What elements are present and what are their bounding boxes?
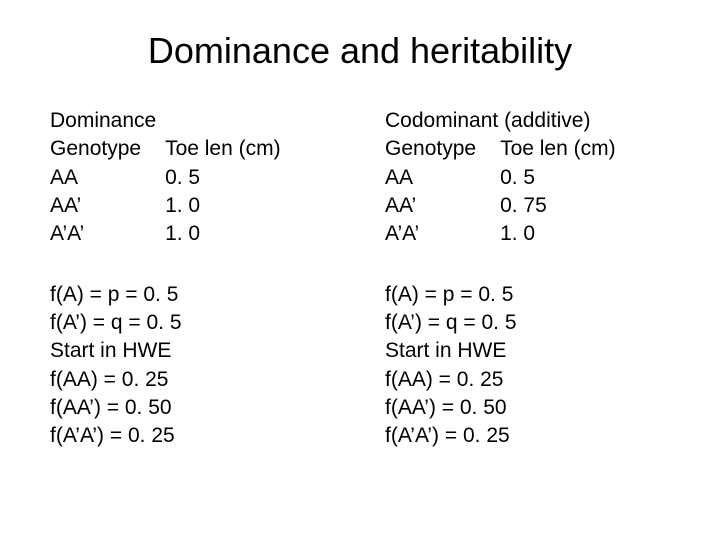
cell-genotype: AA — [385, 164, 500, 192]
cell-value: 0. 5 — [165, 164, 281, 192]
right-table-block: Codominant (additive) Genotype Toe len (… — [385, 107, 670, 249]
freq-line: f(A’A’) = 0. 25 — [385, 422, 670, 450]
table-row: AA 0. 5 — [50, 164, 281, 192]
page-title: Dominance and heritability — [50, 30, 670, 72]
freq-line: f(AA’) = 0. 50 — [50, 394, 335, 422]
freq-line: Start in HWE — [385, 337, 670, 365]
freq-line: f(A’A’) = 0. 25 — [50, 422, 335, 450]
table-header-row: Genotype Toe len (cm) — [385, 135, 616, 163]
freq-line: f(AA’) = 0. 50 — [385, 394, 670, 422]
cell-genotype: AA — [50, 164, 165, 192]
cell-value: 0. 5 — [500, 164, 616, 192]
cell-value: 0. 75 — [500, 192, 616, 220]
table-row: AA 0. 5 — [385, 164, 616, 192]
left-table-block: Dominance Genotype Toe len (cm) AA 0. 5 … — [50, 107, 335, 249]
cell-genotype: AA’ — [50, 192, 165, 220]
col-header-value: Toe len (cm) — [500, 135, 616, 163]
cell-genotype: AA’ — [385, 192, 500, 220]
cell-value: 1. 0 — [500, 220, 616, 248]
left-column: Dominance Genotype Toe len (cm) AA 0. 5 … — [50, 107, 335, 483]
left-table: Genotype Toe len (cm) AA 0. 5 AA’ 1. 0 A… — [50, 135, 281, 248]
freq-line: f(AA) = 0. 25 — [385, 366, 670, 394]
table-row: A’A’ 1. 0 — [50, 220, 281, 248]
freq-line: f(A’) = q = 0. 5 — [385, 309, 670, 337]
right-freq-block: f(A) = p = 0. 5 f(A’) = q = 0. 5 Start i… — [385, 281, 670, 451]
right-table: Genotype Toe len (cm) AA 0. 5 AA’ 0. 75 … — [385, 135, 616, 248]
cell-genotype: A’A’ — [385, 220, 500, 248]
table-header-row: Genotype Toe len (cm) — [50, 135, 281, 163]
content-columns: Dominance Genotype Toe len (cm) AA 0. 5 … — [50, 107, 670, 483]
cell-value: 1. 0 — [165, 220, 281, 248]
col-header-value: Toe len (cm) — [165, 135, 281, 163]
freq-line: f(A) = p = 0. 5 — [385, 281, 670, 309]
freq-line: f(AA) = 0. 25 — [50, 366, 335, 394]
cell-value: 1. 0 — [165, 192, 281, 220]
freq-line: f(A) = p = 0. 5 — [50, 281, 335, 309]
table-row: AA’ 0. 75 — [385, 192, 616, 220]
col-header-genotype: Genotype — [385, 135, 500, 163]
table-row: A’A’ 1. 0 — [385, 220, 616, 248]
left-heading: Dominance — [50, 107, 335, 135]
left-freq-block: f(A) = p = 0. 5 f(A’) = q = 0. 5 Start i… — [50, 281, 335, 451]
freq-line: Start in HWE — [50, 337, 335, 365]
right-heading: Codominant (additive) — [385, 107, 670, 135]
cell-genotype: A’A’ — [50, 220, 165, 248]
col-header-genotype: Genotype — [50, 135, 165, 163]
freq-line: f(A’) = q = 0. 5 — [50, 309, 335, 337]
table-row: AA’ 1. 0 — [50, 192, 281, 220]
right-column: Codominant (additive) Genotype Toe len (… — [385, 107, 670, 483]
